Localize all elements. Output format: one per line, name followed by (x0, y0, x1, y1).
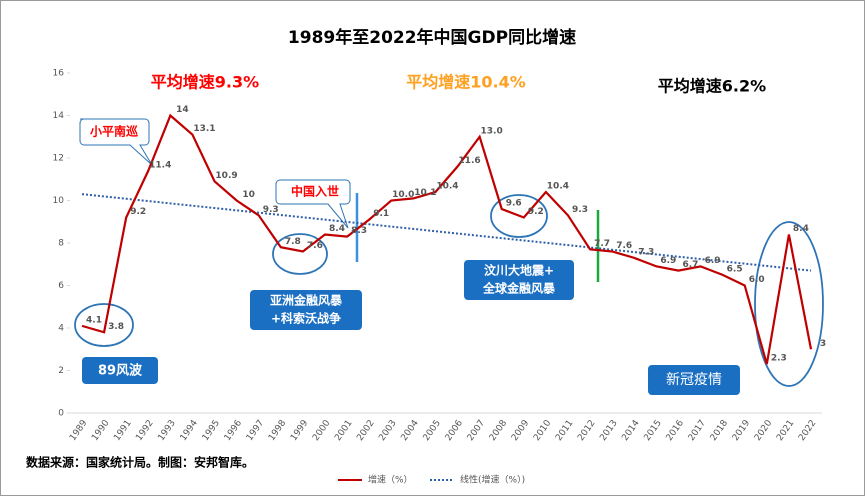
callout (275, 179, 351, 229)
annotation: 全球金融风暴 (482, 281, 556, 296)
value-label: 6.9 (705, 256, 721, 266)
value-label: 6.9 (660, 256, 676, 266)
value-label: 13.1 (193, 124, 215, 134)
source: 数据来源：国家统计局。制图：安邦智库。 (26, 455, 254, 470)
value-label: 7.6 (307, 241, 323, 251)
value-label: 10.0 (392, 190, 414, 200)
value-label: 14 (176, 105, 189, 115)
chart-title: 1989年至2022年中国GDP同比增速 (288, 27, 576, 48)
value-label: 6.5 (727, 264, 743, 274)
value-label: 9.3 (263, 205, 279, 215)
callout (79, 118, 153, 166)
y-tick-label: 6 (58, 281, 64, 291)
value-label: 6.0 (749, 275, 765, 285)
value-label: 8.4 (329, 224, 345, 234)
value-label: 7.6 (616, 241, 632, 251)
value-label: 9.1 (373, 209, 389, 219)
highlights (74, 194, 824, 387)
value-label: 8.3 (351, 226, 367, 236)
annotation: 汶川大地震+ (484, 263, 554, 278)
annotation: 89风波 (98, 363, 143, 379)
highlight (74, 303, 134, 347)
value-label: 11.6 (458, 156, 480, 166)
y-tick-label: 10 (53, 196, 65, 206)
annotation: 平均增速9.3% (151, 73, 259, 92)
highlight (754, 221, 824, 387)
value-label: 7.7 (594, 239, 610, 249)
value-label: 10.4 (436, 182, 458, 192)
value-label: 10 (242, 190, 255, 200)
legend-label: 线性(增速（%）) (460, 474, 525, 486)
label-box (464, 260, 574, 300)
highlight (490, 194, 548, 238)
y-tick-label: 2 (58, 366, 64, 376)
value-label: 6.7 (682, 260, 698, 270)
y-tick-label: 16 (53, 69, 65, 79)
annotation: 亚洲金融风暴 (270, 293, 343, 308)
value-label: 4.1 (86, 315, 102, 325)
value-label: 10.9 (215, 171, 237, 181)
annotation: 小平南巡 (90, 124, 138, 139)
label-box (82, 357, 158, 384)
value-label: 13.0 (481, 126, 503, 136)
annotation: +科索沃战争 (271, 311, 341, 326)
annotation: 平均增速6.2% (658, 77, 766, 96)
annotation: 新冠疫情 (666, 372, 722, 388)
y-tick-label: 0 (58, 409, 64, 419)
legend-label: 增速（%） (368, 474, 413, 486)
value-label: 9.3 (572, 205, 588, 215)
y-tick-label: 12 (53, 154, 64, 164)
value-label: 10.4 (547, 182, 569, 192)
highlight (272, 233, 328, 275)
value-label: 7.3 (638, 247, 654, 257)
value-label: 9.2 (130, 207, 146, 217)
series-line (81, 113, 813, 365)
annotation: 中国入世 (291, 184, 339, 199)
value-label: 9.6 (506, 199, 522, 209)
value-label: 11.4 (149, 160, 171, 170)
value-label: 9.2 (528, 207, 544, 217)
annotation: 平均增速10.4% (406, 73, 526, 92)
value-label: 3 (820, 339, 826, 349)
value-label: 2.3 (771, 354, 787, 364)
value-label: 8.4 (793, 224, 809, 234)
value-label: 10.1 (414, 188, 436, 198)
value-label: 3.8 (108, 322, 124, 332)
label-box (648, 365, 740, 395)
y-tick-label: 14 (53, 111, 65, 121)
y-tick-label: 8 (58, 239, 64, 249)
value-label: 7.8 (285, 237, 301, 247)
label-box (250, 290, 362, 330)
label-boxes (82, 260, 740, 395)
y-tick-label: 4 (58, 324, 64, 334)
